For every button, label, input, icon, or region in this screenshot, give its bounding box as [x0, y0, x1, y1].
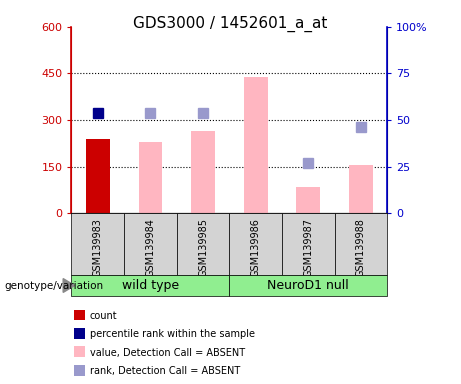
Text: rank, Detection Call = ABSENT: rank, Detection Call = ABSENT	[90, 366, 240, 376]
FancyBboxPatch shape	[71, 213, 124, 275]
Polygon shape	[63, 279, 75, 293]
Text: genotype/variation: genotype/variation	[5, 280, 104, 291]
Bar	[244, 76, 267, 213]
Bar	[139, 142, 162, 213]
Text: wild type: wild type	[122, 279, 179, 292]
Text: value, Detection Call = ABSENT: value, Detection Call = ABSENT	[90, 348, 245, 358]
Text: GSM139986: GSM139986	[251, 218, 260, 277]
FancyBboxPatch shape	[335, 213, 387, 275]
FancyBboxPatch shape	[282, 213, 335, 275]
FancyBboxPatch shape	[71, 275, 229, 296]
Bar	[349, 165, 373, 213]
Text: GSM139985: GSM139985	[198, 218, 208, 277]
Text: percentile rank within the sample: percentile rank within the sample	[90, 329, 255, 339]
Bar	[86, 139, 110, 213]
FancyBboxPatch shape	[177, 213, 229, 275]
Bar	[296, 187, 320, 213]
FancyBboxPatch shape	[229, 275, 387, 296]
Text: GSM139984: GSM139984	[145, 218, 155, 277]
Text: GSM139983: GSM139983	[93, 218, 103, 277]
Bar	[191, 131, 215, 213]
Text: count: count	[90, 311, 118, 321]
Text: NeuroD1 null: NeuroD1 null	[267, 279, 349, 292]
Text: GSM139988: GSM139988	[356, 218, 366, 277]
Text: GDS3000 / 1452601_a_at: GDS3000 / 1452601_a_at	[133, 15, 328, 31]
Text: GSM139987: GSM139987	[303, 218, 313, 277]
FancyBboxPatch shape	[229, 213, 282, 275]
FancyBboxPatch shape	[124, 213, 177, 275]
